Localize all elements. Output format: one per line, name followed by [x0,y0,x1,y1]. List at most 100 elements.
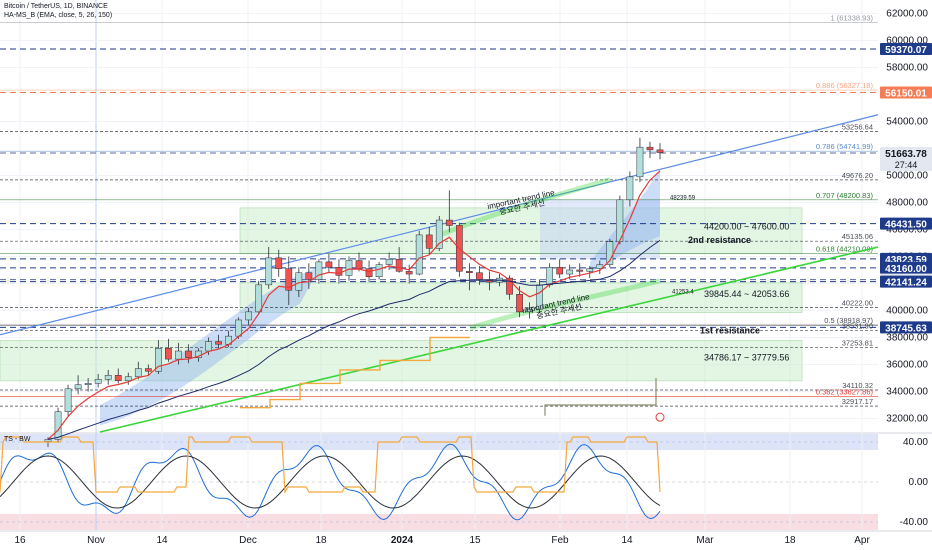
candle-up [84,383,92,385]
oscillator-label: TS - BW [4,436,31,443]
oscillator-fast-line [0,443,661,521]
price-badge-bg [880,86,932,99]
oscillator-tick-label: 40.00 [903,437,928,448]
ema-fast-line [47,170,661,440]
zone-range-2nd: 44200.00 ~ 47600.00 [704,222,789,232]
candle-down [506,277,513,295]
candle-up [526,308,533,313]
level-label: 0.786 (54741.99) [816,142,874,151]
candle-down [144,368,152,372]
price-tick-label: 38000.00 [886,333,928,344]
candle-down [576,269,584,272]
zone-title-1st: 1st resistance [700,325,760,335]
candle-up [155,348,162,372]
price-badge-label: 56150.01 [885,88,927,99]
price-badge-label: 38745.63 [885,323,927,334]
level-label: 0.886 (56327.18) [816,81,874,90]
candle-down [285,268,293,291]
projection-value: 48239.59 [670,195,696,201]
price-tick-label: 32000.00 [886,414,928,425]
time-tick-label: 15 [469,535,481,546]
price-badge-bg [880,43,932,56]
level-label: 0.5 (38918.97) [824,316,873,325]
candle-down [335,267,343,276]
candle-down [405,271,413,275]
candle-down [215,341,222,345]
price-badge-bg [880,275,932,288]
candle-up [586,268,594,272]
level-label: 0.382 (33627.86) [816,388,874,397]
candle-up [626,176,634,201]
zone-range-support: 34786.17 ~ 37779.56 [704,352,789,362]
candle-up [315,261,323,280]
candle-up [124,376,132,381]
ema-slow-line [47,239,661,440]
candle-up [435,219,443,249]
price-badge-bg [880,217,932,230]
time-tick-label: 16 [14,535,26,546]
candle-down [185,350,192,358]
candle-up [566,269,574,275]
time-tick-label: 14 [156,535,168,546]
price-tick-label: 34000.00 [886,387,928,398]
price-tick-label: 46000.00 [886,225,928,236]
price-tick-label: 36000.00 [886,360,928,371]
candle-up [385,258,393,265]
support-step-line [240,336,470,409]
candle-down [445,219,453,226]
candle-down [325,261,333,268]
time-tick-label: 2024 [391,535,414,546]
alert-marker [655,412,665,422]
candle-up [104,375,112,380]
candle-up [175,350,182,360]
price-badge: 42141.24 [880,275,932,289]
zone-title-2nd: 2nd resistance [688,235,751,245]
candle-up [415,234,423,275]
time-tick-label: 18 [784,535,796,546]
price-tick-label: 48000.00 [886,198,928,209]
candle-up [235,319,242,337]
candle-down [355,260,363,269]
level-label: 0.707 (48200.83) [816,191,874,200]
trend-band-lower [469,278,661,331]
level-label: 38531.90 [842,321,873,330]
price-badge-label: 43160.00 [885,264,927,275]
candle-down [556,267,564,275]
price-tick-label: 54000.00 [886,117,928,128]
oscillator-signal-line [0,436,661,494]
level-label: 32917.17 [842,397,873,406]
lower-trend-line [99,246,879,433]
candle-down [425,234,433,249]
candle-up [345,260,353,276]
resistance-zone-2nd [239,207,803,255]
price-badge-bg [880,321,932,334]
candle-group [44,137,664,447]
candle-up [375,264,383,278]
oscillator-tick-label: -40.00 [900,517,929,528]
time-tick-label: Dec [239,535,257,546]
candle-down [114,375,122,381]
candle-up [134,368,142,377]
price-badge: 38745.63 [880,321,932,334]
candle-up [54,411,62,440]
price-badge: 43160.00 [880,261,932,275]
candle-down [275,257,283,269]
forecast-step-line [544,378,657,416]
candle-up [255,284,263,313]
time-tick-label: Nov [87,535,105,546]
price-badge: 56150.01 [880,86,932,99]
price-badge: 59370.07 [880,43,932,56]
candle-down [165,348,172,360]
candle-down [466,271,473,273]
price-badge-label: 51663.78 [885,149,927,160]
level-label: 34110.32 [842,381,873,390]
candle-down [476,272,483,280]
candle-up [64,388,72,412]
candle-down [305,272,313,280]
price-badge-label: 43823.59 [885,255,927,266]
price-tick-label: 50000.00 [886,171,928,182]
level-label: 0.618 (44210.08) [816,245,874,254]
candle-down [395,258,403,272]
